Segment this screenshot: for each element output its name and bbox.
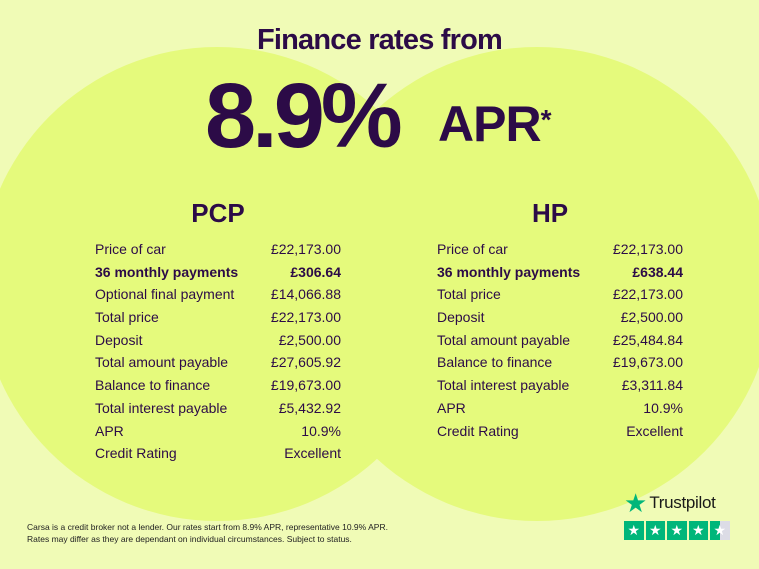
table-row: Total amount payable £25,484.84 [437, 329, 683, 352]
rating-star-icon: ★ [688, 521, 708, 540]
row-value: £19,673.00 [612, 354, 683, 371]
row-value: 10.9% [301, 422, 341, 439]
rate-suffix: APR* [438, 94, 552, 154]
table-row: Balance to finance £19,673.00 [437, 351, 683, 374]
row-value: £638.44 [632, 263, 683, 280]
row-label: APR [437, 399, 466, 416]
table-row: Total price £22,173.00 [95, 306, 341, 329]
trustpilot-badge: ★ Trustpilot ★ ★ ★ ★ ★ [624, 488, 734, 540]
row-value: £22,173.00 [612, 241, 683, 257]
headline: Finance rates from [256, 24, 503, 56]
disclaimer-line-2: Rates may differ as they are dependant o… [27, 534, 352, 544]
row-label: Total price [95, 309, 159, 326]
table-row: Deposit £2,500.00 [95, 329, 341, 352]
table-row: Credit Rating Excellent [95, 442, 341, 465]
rating-star-icon: ★ [667, 521, 687, 540]
rating-star-icon: ★ [710, 521, 730, 540]
row-label: Credit Rating [95, 445, 177, 462]
row-label: 36 monthly payments [437, 263, 581, 280]
row-value: Excellent [284, 445, 341, 462]
row-value: £2,500.00 [278, 331, 341, 348]
table-row: APR 10.9% [437, 397, 683, 420]
pcp-title: PCP [191, 198, 245, 228]
table-row: Deposit £2,500.00 [437, 306, 683, 329]
row-label: Credit Rating [437, 422, 519, 439]
asterisk: * [540, 104, 552, 135]
row-label: Balance to finance [437, 354, 553, 371]
row-label: 36 monthly payments [95, 263, 239, 280]
star-icon: ★ [624, 488, 648, 518]
trustpilot-rating: ★ ★ ★ ★ ★ [624, 521, 734, 540]
table-row: 36 monthly payments £306.64 [95, 261, 341, 284]
row-label: Total amount payable [437, 331, 571, 348]
disclaimer-line-1: Carsa is a credit broker not a lender. O… [27, 522, 388, 532]
table-row: Balance to finance £19,673.00 [95, 374, 341, 397]
rate-value: 8.9% [205, 65, 403, 167]
row-label: Deposit [437, 309, 485, 326]
table-row: Optional final payment £14,066.88 [95, 283, 341, 306]
row-value: £14,066.88 [270, 286, 341, 303]
row-value: £3,311.84 [621, 377, 683, 394]
row-value: £22,173.00 [270, 309, 341, 326]
table-row: Total interest payable £3,311.84 [437, 374, 683, 397]
table-row: Price of car £22,173.00 [95, 238, 341, 261]
row-label: Price of car [95, 241, 166, 257]
table-row: Total amount payable £27,605.92 [95, 351, 341, 374]
row-label: Total interest payable [437, 377, 570, 394]
row-label: Balance to finance [95, 377, 211, 394]
rating-star-icon: ★ [624, 521, 644, 540]
disclaimer: Carsa is a credit broker not a lender. O… [27, 521, 388, 545]
row-value: £22,173.00 [270, 241, 341, 257]
row-value: £22,173.00 [612, 286, 683, 303]
row-value: £2,500.00 [620, 309, 683, 326]
row-value: £5,432.92 [278, 399, 341, 416]
table-row: Credit Rating Excellent [437, 420, 683, 443]
trustpilot-name: Trustpilot [649, 493, 716, 512]
row-value: Excellent [626, 422, 683, 439]
apr-label: APR [438, 96, 542, 152]
table-row: Total price £22,173.00 [437, 283, 683, 306]
rating-star-icon: ★ [645, 521, 665, 540]
row-value: £19,673.00 [270, 377, 341, 394]
row-label: Total interest payable [95, 399, 228, 416]
trustpilot-logo: ★ Trustpilot [624, 488, 734, 518]
row-value: £25,484.84 [612, 331, 683, 348]
pcp-table: Price of car £22,173.00 36 monthly payment… [95, 238, 341, 465]
row-label: Price of car [437, 241, 508, 257]
table-row: Total interest payable £5,432.92 [95, 397, 341, 420]
hp-table: Price of car £22,173.00 36 monthly payment… [437, 238, 683, 442]
background-circle-right [300, 47, 759, 521]
row-label: Deposit [95, 331, 143, 348]
row-label: Optional final payment [95, 286, 235, 303]
table-row: 36 monthly payments £638.44 [437, 261, 683, 284]
row-label: APR [95, 422, 124, 439]
row-value: £306.64 [290, 263, 341, 280]
row-label: Total price [437, 286, 501, 303]
hp-title: HP [531, 198, 569, 228]
table-row: Price of car £22,173.00 [437, 238, 683, 261]
row-value: £27,605.92 [270, 354, 341, 371]
table-row: APR 10.9% [95, 420, 341, 443]
row-value: 10.9% [643, 399, 683, 416]
row-label: Total amount payable [95, 354, 229, 371]
